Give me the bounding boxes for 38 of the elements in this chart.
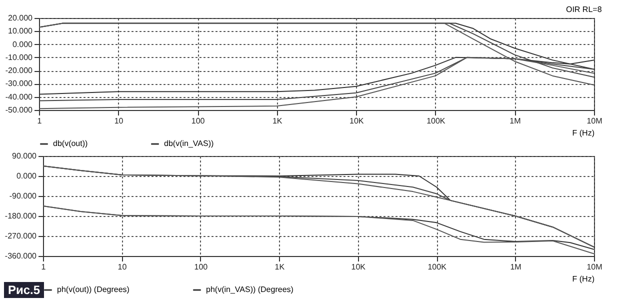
y-tick-label: 0.000: [16, 172, 38, 180]
chart-title: OIR RL=8: [566, 5, 602, 14]
x-tick-label: 1: [41, 262, 46, 272]
y-tick-label: -270.000: [4, 232, 38, 240]
x-tick-label: 100K: [426, 116, 446, 126]
y-tick-label: -10.000: [5, 52, 34, 62]
x-tick-label: 10K: [351, 262, 366, 272]
legend-label: ph(v(out)) (Degrees): [57, 285, 130, 294]
x-tick-label: 1M: [510, 262, 522, 272]
x-axis-title: F (Hz): [572, 274, 595, 284]
x-tick-label: 10M: [586, 262, 603, 272]
x-tick-label: 100: [194, 262, 208, 272]
x-tick-label: 1K: [272, 116, 283, 126]
legend-label: ph(v(in_VAS)) (Degrees): [206, 285, 294, 294]
x-tick-label: 10: [114, 116, 124, 126]
y-tick-label: -180.000: [4, 212, 38, 220]
x-axis-title: F (Hz): [572, 128, 595, 138]
x-tick-label: 10K: [350, 116, 364, 126]
text: Рис.5: [4, 282, 44, 298]
y-tick-label: -360.000: [4, 252, 38, 260]
y-tick-label: 0.000: [12, 40, 34, 49]
y-tick-label: 90.000: [12, 152, 38, 160]
x-tick-label: 1: [37, 116, 42, 126]
y-tick-label: -50.000: [5, 106, 34, 114]
legend-label: db(v(out)): [53, 139, 88, 148]
y-tick-label: -40.000: [5, 92, 34, 102]
x-tick-label: 1M: [510, 116, 522, 126]
x-tick-label: 1K: [274, 262, 286, 272]
x-tick-label: 100: [191, 116, 206, 126]
x-tick-label: 10M: [586, 116, 603, 126]
y-tick-label: 20.000: [8, 14, 34, 22]
legend-label: db(v(in_VAS)): [164, 139, 214, 148]
y-tick-label: 10.000: [8, 26, 34, 36]
y-tick-label: -20.000: [5, 66, 34, 76]
y-tick-label: -90.000: [9, 192, 38, 200]
y-tick-label: -30.000: [5, 79, 34, 88]
x-tick-label: 100K: [428, 262, 448, 272]
x-tick-label: 10: [118, 262, 128, 272]
